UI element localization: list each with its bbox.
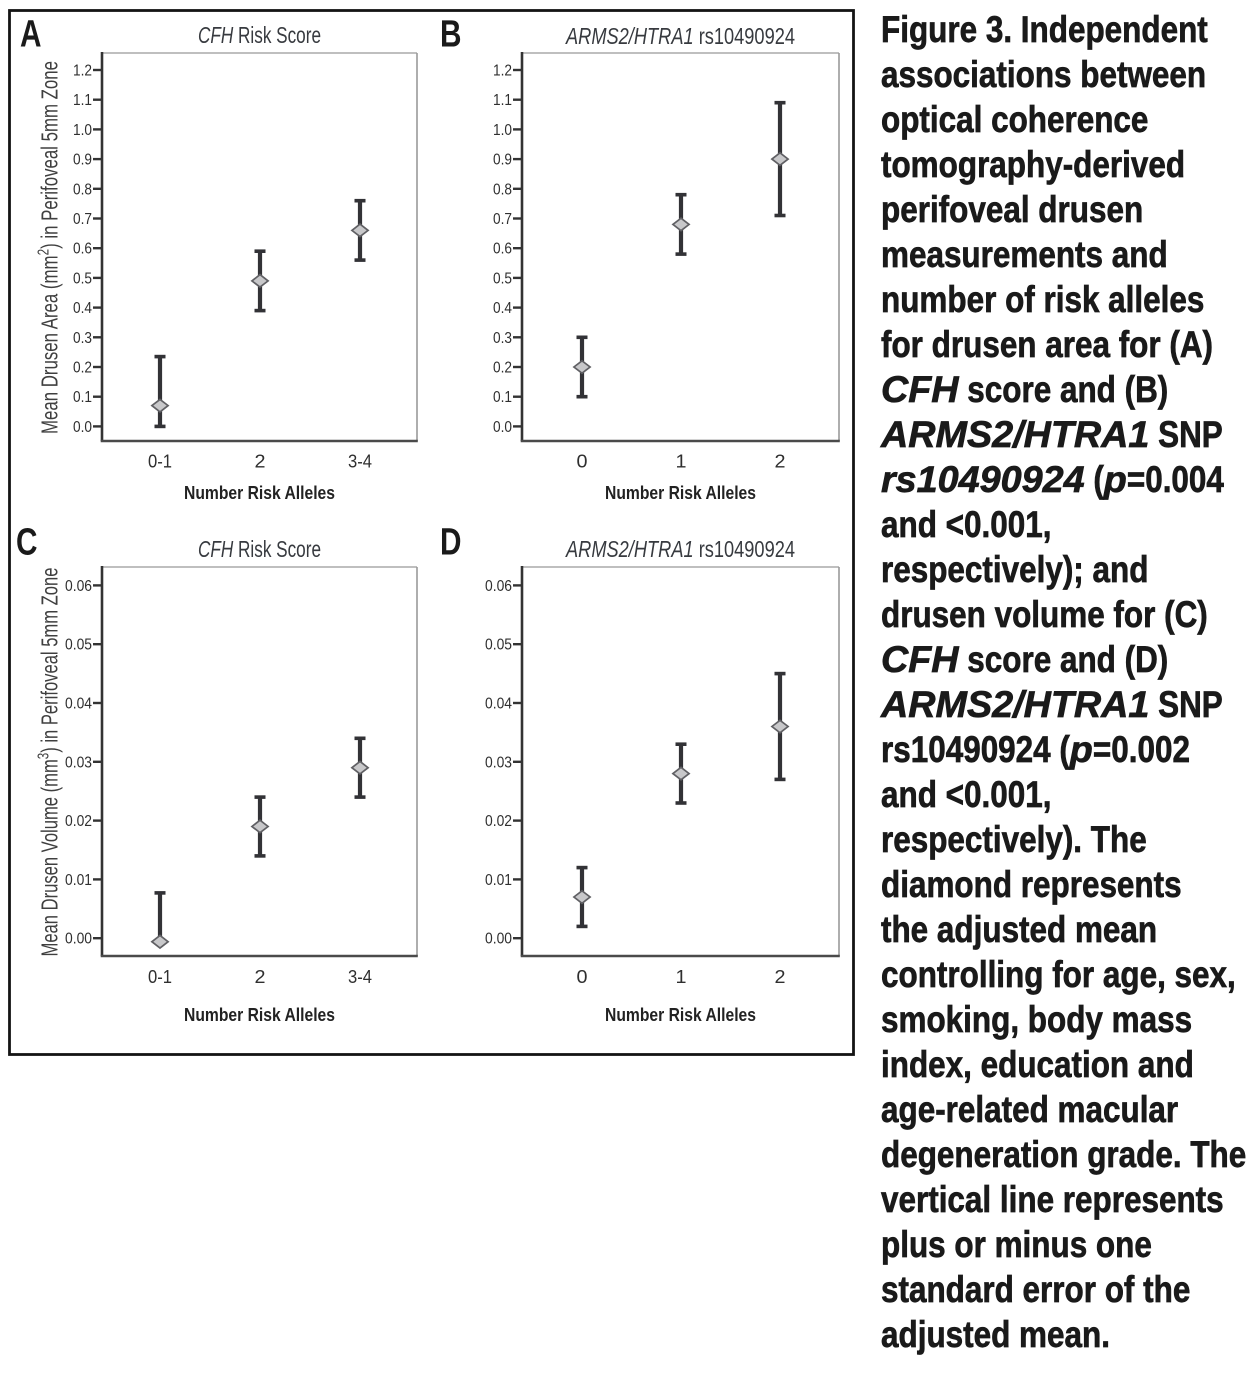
svg-text:0.6: 0.6 bbox=[73, 241, 92, 258]
svg-text:1.2: 1.2 bbox=[493, 63, 512, 80]
svg-text:0.8: 0.8 bbox=[493, 181, 512, 198]
svg-text:1.2: 1.2 bbox=[73, 63, 92, 80]
svg-text:2: 2 bbox=[255, 452, 266, 472]
svg-text:0.2: 0.2 bbox=[493, 360, 512, 377]
svg-text:0.9: 0.9 bbox=[73, 152, 92, 169]
svg-text:0.02: 0.02 bbox=[65, 813, 92, 830]
svg-text:0.6: 0.6 bbox=[493, 241, 512, 258]
svg-text:0.05: 0.05 bbox=[65, 637, 92, 654]
svg-text:1: 1 bbox=[676, 967, 687, 987]
svg-text:D: D bbox=[440, 522, 462, 564]
svg-text:0.2: 0.2 bbox=[73, 360, 92, 377]
svg-text:0.7: 0.7 bbox=[73, 211, 92, 228]
svg-text:0.06: 0.06 bbox=[485, 578, 512, 595]
svg-text:0.02: 0.02 bbox=[485, 813, 512, 830]
svg-text:A: A bbox=[20, 14, 42, 56]
svg-text:1.1: 1.1 bbox=[73, 92, 92, 109]
svg-text:0.04: 0.04 bbox=[485, 696, 512, 713]
svg-text:Number Risk Alleles: Number Risk Alleles bbox=[184, 1005, 335, 1025]
svg-text:0-1: 0-1 bbox=[148, 967, 172, 987]
svg-text:CFH Risk Score: CFH Risk Score bbox=[198, 22, 321, 48]
svg-text:ARMS2/HTRA1 rs10490924: ARMS2/HTRA1 rs10490924 bbox=[564, 23, 795, 49]
svg-text:0: 0 bbox=[577, 967, 588, 987]
svg-text:0.5: 0.5 bbox=[493, 270, 512, 287]
svg-text:2: 2 bbox=[255, 967, 266, 987]
svg-text:C: C bbox=[16, 522, 38, 564]
svg-text:0.3: 0.3 bbox=[73, 330, 92, 347]
svg-text:0.5: 0.5 bbox=[73, 270, 92, 287]
svg-text:Number Risk Alleles: Number Risk Alleles bbox=[605, 483, 756, 503]
svg-text:0-1: 0-1 bbox=[148, 452, 172, 472]
svg-text:0.1: 0.1 bbox=[493, 389, 512, 406]
svg-text:0.04: 0.04 bbox=[65, 696, 92, 713]
svg-text:B: B bbox=[440, 14, 462, 56]
svg-text:0.1: 0.1 bbox=[73, 389, 92, 406]
svg-text:0.06: 0.06 bbox=[65, 578, 92, 595]
svg-text:3-4: 3-4 bbox=[348, 967, 372, 987]
svg-text:0.03: 0.03 bbox=[485, 754, 512, 771]
svg-text:1.1: 1.1 bbox=[493, 92, 512, 109]
svg-text:0.01: 0.01 bbox=[485, 872, 512, 889]
svg-text:3-4: 3-4 bbox=[348, 452, 372, 472]
svg-text:Mean Drusen Volume (mm3) in Pe: Mean Drusen Volume (mm3) in Perifoveal 5… bbox=[36, 568, 63, 957]
svg-text:0.9: 0.9 bbox=[493, 152, 512, 169]
svg-text:Number Risk Alleles: Number Risk Alleles bbox=[605, 1005, 756, 1025]
svg-text:1: 1 bbox=[676, 452, 687, 472]
svg-text:0.01: 0.01 bbox=[65, 872, 92, 889]
svg-text:1.0: 1.0 bbox=[493, 122, 512, 139]
svg-text:2: 2 bbox=[775, 967, 786, 987]
svg-text:2: 2 bbox=[775, 452, 786, 472]
svg-text:0.05: 0.05 bbox=[485, 637, 512, 654]
svg-text:0.00: 0.00 bbox=[485, 931, 512, 948]
svg-text:0.0: 0.0 bbox=[73, 419, 92, 436]
svg-text:0.4: 0.4 bbox=[73, 300, 92, 317]
svg-text:Mean Drusen Area (mm2) in Peri: Mean Drusen Area (mm2) in Perifoveal 5mm… bbox=[36, 61, 63, 434]
svg-text:0: 0 bbox=[577, 452, 588, 472]
svg-text:0.8: 0.8 bbox=[73, 181, 92, 198]
svg-text:Number Risk Alleles: Number Risk Alleles bbox=[184, 483, 335, 503]
svg-text:0.4: 0.4 bbox=[493, 300, 512, 317]
svg-text:ARMS2/HTRA1 rs10490924: ARMS2/HTRA1 rs10490924 bbox=[564, 536, 795, 562]
svg-text:1.0: 1.0 bbox=[73, 122, 92, 139]
svg-text:0.03: 0.03 bbox=[65, 754, 92, 771]
svg-text:0.00: 0.00 bbox=[65, 931, 92, 948]
svg-text:0.0: 0.0 bbox=[493, 419, 512, 436]
svg-text:0.3: 0.3 bbox=[493, 330, 512, 347]
svg-text:CFH Risk Score: CFH Risk Score bbox=[198, 536, 321, 562]
svg-text:0.7: 0.7 bbox=[493, 211, 512, 228]
